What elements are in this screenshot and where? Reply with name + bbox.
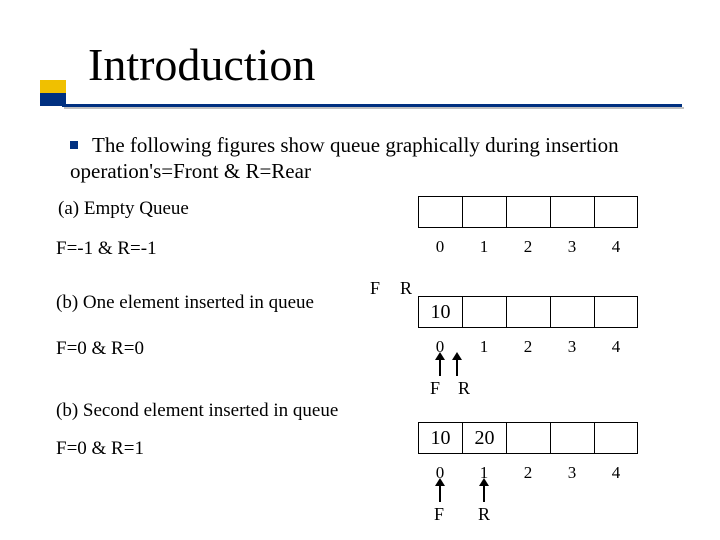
- intro-text: The following figures show queue graphic…: [70, 133, 619, 183]
- section-a-fr: F=-1 & R=-1: [56, 238, 157, 260]
- queue-b-F-top: F: [370, 278, 380, 299]
- queue-b-boxes: 10: [418, 296, 638, 328]
- queue-b-cell-1: [462, 296, 506, 328]
- section-c-label: (b) Second element inserted in queue: [56, 400, 338, 422]
- queue-a-idx-1: 1: [462, 237, 506, 257]
- queue-c-boxes: 10 20: [418, 422, 638, 454]
- queue-b-R-bot: R: [458, 378, 470, 399]
- queue-a-idx-2: 2: [506, 237, 550, 257]
- section-a-label: (a) Empty Queue: [58, 198, 189, 220]
- queue-a-indices: 0 1 2 3 4: [418, 237, 638, 257]
- title-underline-shadow: [64, 107, 684, 109]
- queue-c-cell-3: [550, 422, 594, 454]
- queue-a-cell-2: [506, 196, 550, 228]
- queue-b-arrow-R: [456, 358, 458, 376]
- queue-c-F-bot: F: [434, 504, 444, 525]
- queue-a-idx-4: 4: [594, 237, 638, 257]
- queue-c-idx-4: 4: [594, 463, 638, 483]
- queue-a-cell-1: [462, 196, 506, 228]
- queue-b-cell-3: [550, 296, 594, 328]
- page-title: Introduction: [88, 38, 315, 91]
- queue-b-cell-0: 10: [418, 296, 462, 328]
- queue-b-cell-4: [594, 296, 638, 328]
- queue-a-cell-4: [594, 196, 638, 228]
- queue-b-indices: 0 1 2 3 4: [418, 337, 638, 357]
- bullet-icon: [70, 141, 78, 149]
- queue-b-idx-4: 4: [594, 337, 638, 357]
- queue-c-indices: 0 1 2 3 4: [418, 463, 638, 483]
- queue-a-idx-0: 0: [418, 237, 462, 257]
- queue-b-arrow-F: [439, 358, 441, 376]
- queue-b-F-bot: F: [430, 378, 440, 399]
- accent-icon: [40, 80, 66, 106]
- title-block: Introduction: [40, 28, 315, 81]
- intro-paragraph: The following figures show queue graphic…: [70, 132, 690, 185]
- queue-c-idx-3: 3: [550, 463, 594, 483]
- section-b-label: (b) One element inserted in queue: [56, 292, 314, 314]
- queue-a-boxes: [418, 196, 638, 228]
- section-b-fr: F=0 & R=0: [56, 338, 144, 360]
- queue-b-idx-1: 1: [462, 337, 506, 357]
- queue-b-idx-3: 3: [550, 337, 594, 357]
- queue-c-arrow-R: [483, 484, 485, 502]
- queue-c-cell-2: [506, 422, 550, 454]
- queue-a-cell-0: [418, 196, 462, 228]
- queue-a-idx-3: 3: [550, 237, 594, 257]
- queue-b-cell-2: [506, 296, 550, 328]
- queue-c-R-bot: R: [478, 504, 490, 525]
- queue-a-cell-3: [550, 196, 594, 228]
- section-c-fr: F=0 & R=1: [56, 438, 144, 460]
- queue-b-idx-2: 2: [506, 337, 550, 357]
- queue-c-cell-1: 20: [462, 422, 506, 454]
- queue-c-arrow-F: [439, 484, 441, 502]
- queue-c-cell-0: 10: [418, 422, 462, 454]
- queue-c-cell-4: [594, 422, 638, 454]
- queue-c-idx-2: 2: [506, 463, 550, 483]
- queue-b-R-top: R: [400, 278, 412, 299]
